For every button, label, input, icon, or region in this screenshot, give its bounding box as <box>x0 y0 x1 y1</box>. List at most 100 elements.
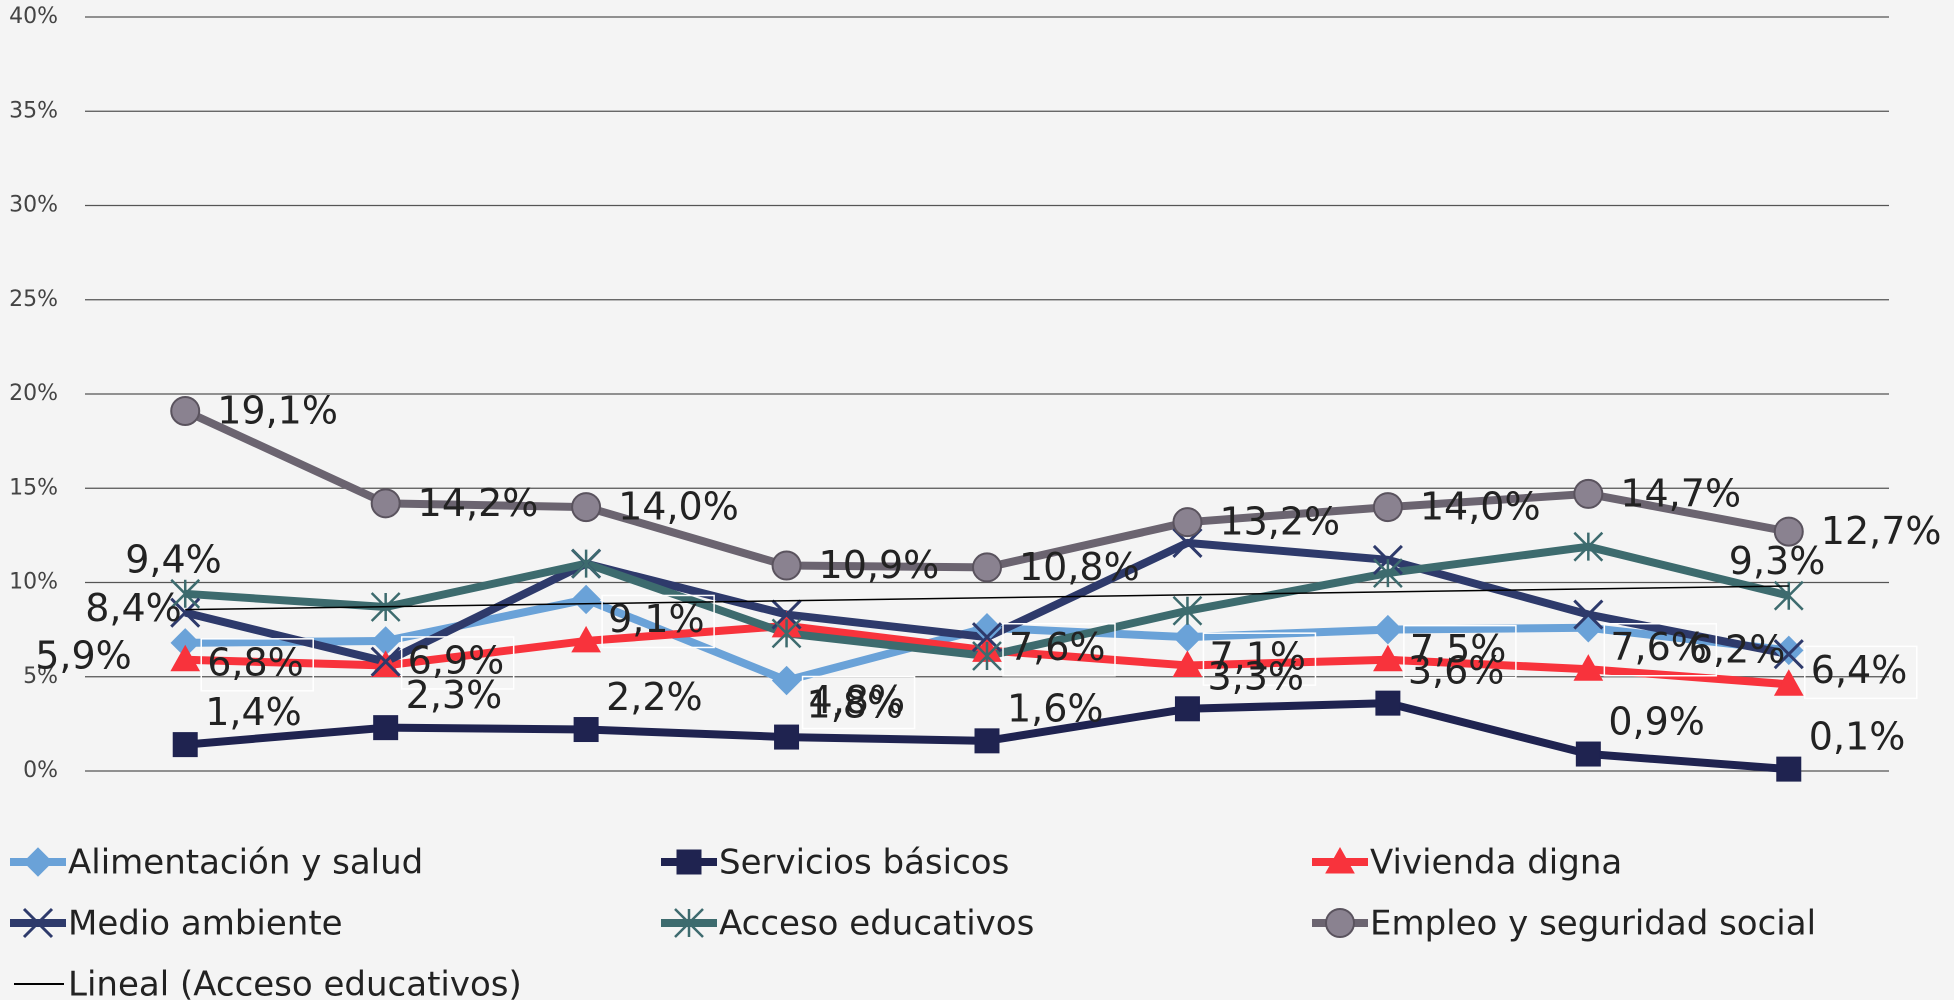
legend-marker <box>1325 908 1355 938</box>
legend-label: Alimentación y salud <box>68 843 423 883</box>
data-label: 6,4% <box>1811 648 1908 692</box>
marker <box>1573 599 1604 630</box>
marker <box>1172 595 1203 626</box>
data-label: 9,1% <box>608 597 705 641</box>
marker <box>1773 669 1804 696</box>
marker <box>1372 492 1403 523</box>
marker <box>1575 741 1601 767</box>
legend-label: Empleo y seguridad social <box>1370 904 1816 944</box>
legend-marker <box>1325 846 1355 874</box>
data-label: 10,9% <box>819 543 940 587</box>
marker <box>172 732 198 758</box>
marker <box>170 644 201 672</box>
data-label: 0,1% <box>1809 715 1906 759</box>
data-label: 7,1% <box>1209 635 1306 679</box>
marker <box>370 488 401 519</box>
marker <box>1776 756 1802 782</box>
y-tick-label: 40% <box>9 4 58 29</box>
label-box <box>1403 624 1517 679</box>
marker <box>771 665 802 696</box>
marker <box>1373 558 1403 588</box>
data-label: 1,4% <box>205 690 302 734</box>
data-label: 2,3% <box>406 673 503 717</box>
label-box <box>1002 622 1116 677</box>
marker <box>1373 614 1403 645</box>
marker <box>1773 639 1804 670</box>
marker <box>972 641 1002 671</box>
marker <box>170 578 201 609</box>
marker <box>1573 654 1604 681</box>
marker <box>373 715 399 741</box>
marker <box>571 625 601 653</box>
marker <box>571 548 601 579</box>
label-box <box>1804 645 1918 700</box>
data-label: 1,8% <box>807 683 904 727</box>
marker <box>1573 531 1604 562</box>
label-box <box>1202 632 1317 686</box>
data-label: 1,6% <box>1007 686 1104 730</box>
marker <box>1172 650 1203 677</box>
marker <box>774 724 800 750</box>
marker <box>573 717 599 743</box>
legend-label: Servicios básicos <box>719 843 1009 883</box>
label-box <box>1603 622 1718 677</box>
legend-marker <box>674 908 704 938</box>
y-tick-label: 15% <box>9 475 58 500</box>
data-label: 13,2% <box>1219 500 1340 544</box>
marker <box>1172 507 1203 538</box>
data-label: 10,8% <box>1019 545 1140 589</box>
data-label: 0,9% <box>1608 700 1705 744</box>
marker <box>771 550 802 581</box>
data-label: 3,3% <box>1207 654 1304 698</box>
data-label: 14,0% <box>618 485 739 529</box>
data-label: 8,4% <box>85 586 182 630</box>
data-label: 12,7% <box>1821 509 1942 553</box>
data-label: 14,0% <box>1420 485 1541 529</box>
marker <box>1373 644 1403 672</box>
data-label: 7,5% <box>1410 627 1507 671</box>
data-label: 7,6% <box>1610 625 1707 669</box>
data-label: 6,9% <box>408 638 505 682</box>
data-label: 2,2% <box>606 675 703 719</box>
data-label: 9,3% <box>1729 539 1826 583</box>
marker <box>571 584 601 615</box>
y-tick-label: 25% <box>9 287 58 312</box>
data-label: 3,6% <box>1408 649 1505 693</box>
marker <box>1573 478 1604 509</box>
y-tick-label: 20% <box>9 381 58 406</box>
data-label: 19,1% <box>217 388 338 432</box>
data-label: 7,6% <box>1009 625 1106 669</box>
marker <box>1773 516 1804 547</box>
marker <box>972 552 1002 583</box>
marker <box>1174 696 1200 722</box>
marker <box>170 395 201 426</box>
data-label: 6,2% <box>1689 628 1786 672</box>
label-box <box>801 675 916 730</box>
y-tick-label: 35% <box>9 98 58 123</box>
legend-marker <box>23 847 53 877</box>
marker <box>974 728 1000 754</box>
trendline <box>185 585 1789 611</box>
data-label: 6,8% <box>207 640 304 684</box>
y-tick-label: 0% <box>23 758 58 783</box>
y-tick-label: 30% <box>9 193 58 218</box>
legend-label: Medio ambiente <box>68 904 343 944</box>
legend-label: Lineal (Acceso educativos) <box>68 965 522 1000</box>
legend-marker <box>22 907 54 939</box>
data-label: 14,7% <box>1620 471 1741 515</box>
marker <box>370 646 401 677</box>
data-label: 9,4% <box>125 537 222 581</box>
data-label: 14,2% <box>418 481 539 525</box>
data-label: 4,8% <box>809 678 906 722</box>
y-tick-label: 10% <box>9 570 58 595</box>
legend-label: Vivienda digna <box>1370 843 1622 883</box>
data-label: 5,9% <box>35 633 132 677</box>
legend-label: Acceso educativos <box>719 904 1034 944</box>
marker <box>1375 690 1401 716</box>
label-box <box>601 594 715 649</box>
marker <box>771 618 802 649</box>
label-box <box>200 638 314 692</box>
y-tick-label: 5% <box>23 664 58 689</box>
legend-marker <box>676 849 702 875</box>
